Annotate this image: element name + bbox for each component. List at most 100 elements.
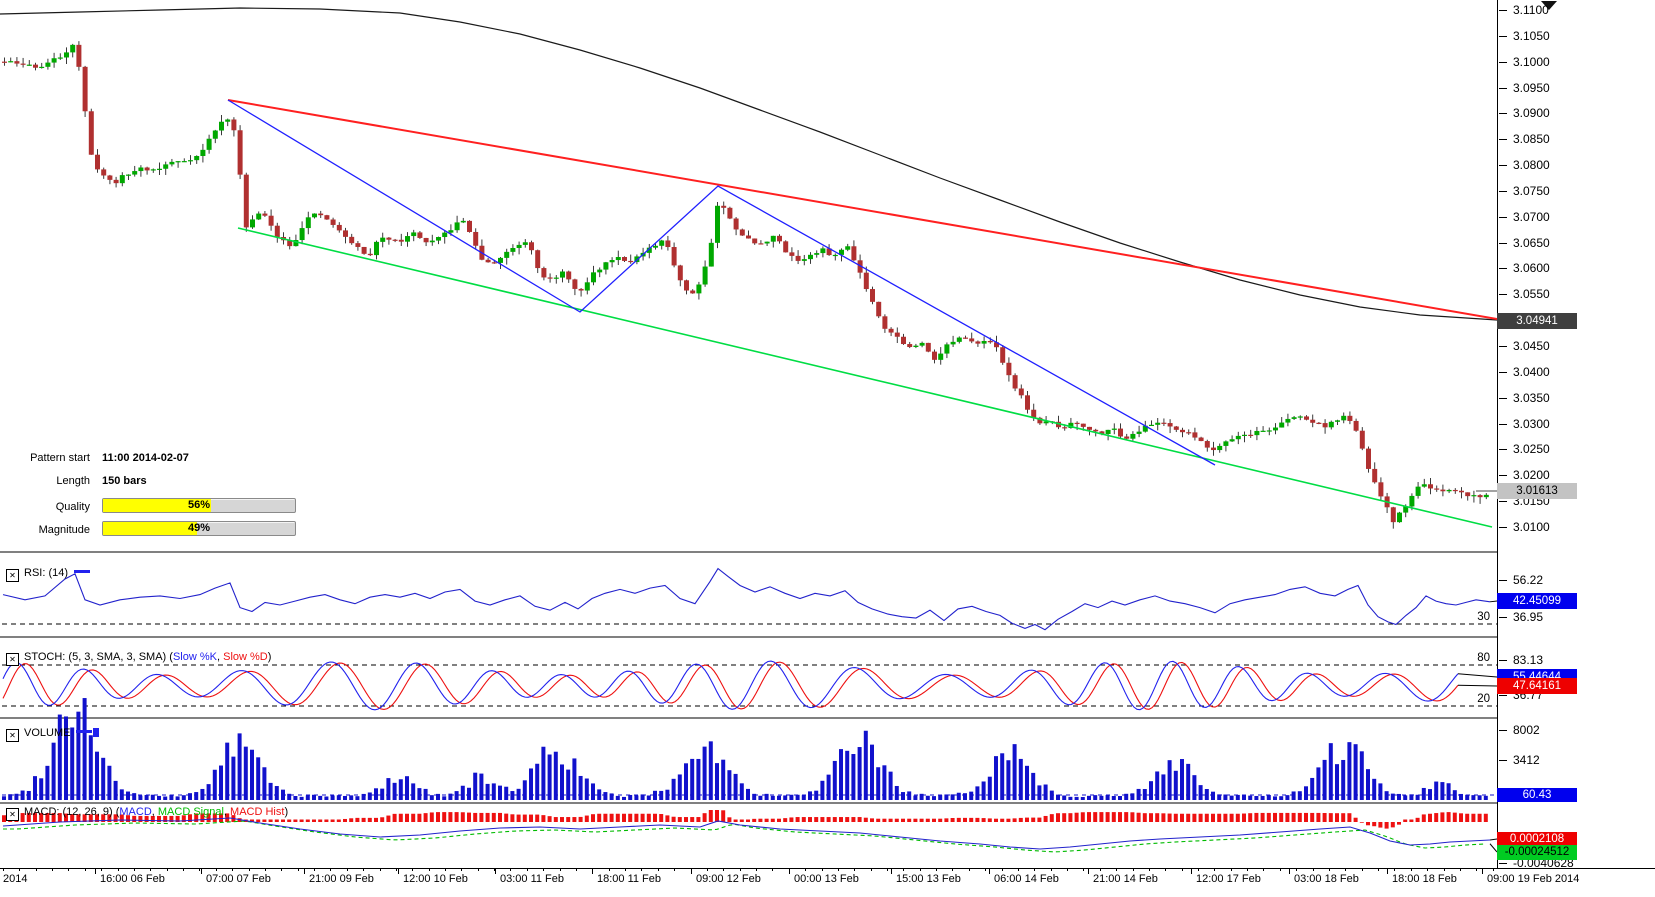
time-minor-tick <box>723 869 725 871</box>
time-minor-tick <box>1263 869 1265 871</box>
volume-line-swatch <box>76 730 93 733</box>
time-minor-tick <box>101 869 103 871</box>
time-axis-label: 06:00 14 Feb <box>994 873 1059 885</box>
time-minor-tick <box>886 869 888 871</box>
chart-canvas[interactable] <box>0 0 1497 868</box>
time-minor-tick <box>35 869 37 871</box>
rsi-axis-tick-label: 56.22 <box>1513 573 1544 587</box>
price-axis-tick-mark <box>1499 191 1507 192</box>
time-minor-tick <box>674 869 676 871</box>
time-minor-tick <box>52 869 54 871</box>
time-major-tick <box>398 869 399 874</box>
axis-arrow-down-icon[interactable] <box>1541 1 1557 10</box>
time-axis-label: 03:00 11 Feb <box>500 873 565 885</box>
stoch-header: ✕ STOCH: (5, 3, SMA, 3, SMA) (Slow %K, Sl… <box>6 651 271 666</box>
pattern-quality-row: Quality 56% <box>8 498 296 521</box>
stoch-badge-d: 47.64161 <box>1497 678 1577 694</box>
macd-legend-sep: , <box>151 806 158 818</box>
time-axis-label: 2014 <box>3 873 28 885</box>
time-minor-tick <box>1378 869 1380 871</box>
time-minor-tick <box>281 869 283 871</box>
time-minor-tick <box>264 869 266 871</box>
time-minor-tick <box>1492 869 1494 871</box>
time-axis-label: 18:00 18 Feb <box>1392 873 1457 885</box>
price-axis-tick-mark <box>1499 527 1507 528</box>
stoch-axis-tick-mark <box>1499 695 1507 696</box>
time-minor-tick <box>248 869 250 871</box>
pattern-quality-label: Quality <box>55 501 90 513</box>
price-axis-tick-label: 3.0350 <box>1513 391 1550 405</box>
price-axis-tick-mark <box>1499 217 1507 218</box>
volume-axis-tick-label: 8002 <box>1513 723 1540 737</box>
price-axis-tick-label: 3.1000 <box>1513 55 1550 69</box>
time-major-tick <box>201 869 202 874</box>
macd-legend-signal: MACD Signal <box>157 806 224 818</box>
time-minor-tick <box>1017 869 1019 871</box>
time-minor-tick <box>428 869 430 871</box>
macd-axis-tick-mark <box>1499 863 1507 864</box>
price-axis-tick-label: 3.0300 <box>1513 417 1550 431</box>
price-badge-last: 3.01613 <box>1497 483 1577 499</box>
rsi-threshold-label: 30 <box>1468 611 1490 623</box>
time-minor-tick <box>657 869 659 871</box>
time-minor-tick <box>952 869 954 871</box>
macd-badge-hist: 0.0002108 <box>1497 831 1577 847</box>
quality-progress-fill <box>103 499 211 512</box>
macd-close-icon[interactable]: ✕ <box>6 808 19 821</box>
pattern-magnitude-label: Magnitude <box>38 524 90 536</box>
pattern-length-row: Length 150 bars <box>8 475 296 498</box>
time-axis-label: 16:00 06 Feb <box>100 873 165 885</box>
rsi-close-icon[interactable]: ✕ <box>6 569 19 582</box>
time-minor-tick <box>346 869 348 871</box>
time-minor-tick <box>919 869 921 871</box>
time-major-tick <box>1289 869 1290 874</box>
stoch-close-icon[interactable]: ✕ <box>6 653 19 666</box>
time-minor-tick <box>494 869 496 871</box>
price-axis-tick-mark <box>1499 113 1507 114</box>
time-minor-tick <box>641 869 643 871</box>
time-major-tick <box>1387 869 1388 874</box>
time-minor-tick <box>1410 869 1412 871</box>
time-axis-label: 12:00 17 Feb <box>1196 873 1261 885</box>
price-axis-tick-label: 3.0900 <box>1513 106 1550 120</box>
quality-progress-text: 56% <box>187 499 211 511</box>
time-minor-tick <box>1443 869 1445 871</box>
time-major-tick <box>95 869 96 874</box>
time-minor-tick <box>772 869 774 871</box>
volume-close-icon[interactable]: ✕ <box>6 729 19 742</box>
time-minor-tick <box>150 869 152 871</box>
macd-badge-signal: -0.00024512 <box>1497 844 1577 860</box>
time-minor-tick <box>412 869 414 871</box>
time-minor-tick <box>625 869 627 871</box>
quality-progress-bar: 56% <box>102 498 296 513</box>
rsi-axis-tick-mark <box>1499 617 1507 618</box>
time-minor-tick <box>575 869 577 871</box>
time-minor-tick <box>395 869 397 871</box>
time-minor-tick <box>706 869 708 871</box>
price-axis-tick-mark <box>1499 294 1507 295</box>
time-minor-tick <box>543 869 545 871</box>
macd-axis-tick-label: -0.0040628 <box>1513 856 1574 870</box>
time-minor-tick <box>854 869 856 871</box>
time-minor-tick <box>314 869 316 871</box>
volume-badge: 60.43 <box>1497 788 1577 802</box>
time-minor-tick <box>166 869 168 871</box>
time-minor-tick <box>183 869 185 871</box>
price-axis-tick-mark <box>1499 36 1507 37</box>
price-axis-tick-label: 3.0800 <box>1513 158 1550 172</box>
time-minor-tick <box>1148 869 1150 871</box>
price-axis-tick-mark <box>1499 268 1507 269</box>
time-minor-tick <box>870 869 872 871</box>
time-minor-tick <box>903 869 905 871</box>
time-major-tick <box>1191 869 1192 874</box>
time-major-tick <box>304 869 305 874</box>
magnitude-progress-bar: 49% <box>102 521 296 536</box>
time-minor-tick <box>968 869 970 871</box>
pattern-start-value: 11:00 2014-02-07 <box>102 452 189 464</box>
time-major-tick <box>691 869 692 874</box>
time-axis-label: 03:00 18 Feb <box>1294 873 1359 885</box>
time-minor-tick <box>133 869 135 871</box>
price-axis-tick-label: 3.0650 <box>1513 236 1550 250</box>
time-minor-tick <box>1132 869 1134 871</box>
